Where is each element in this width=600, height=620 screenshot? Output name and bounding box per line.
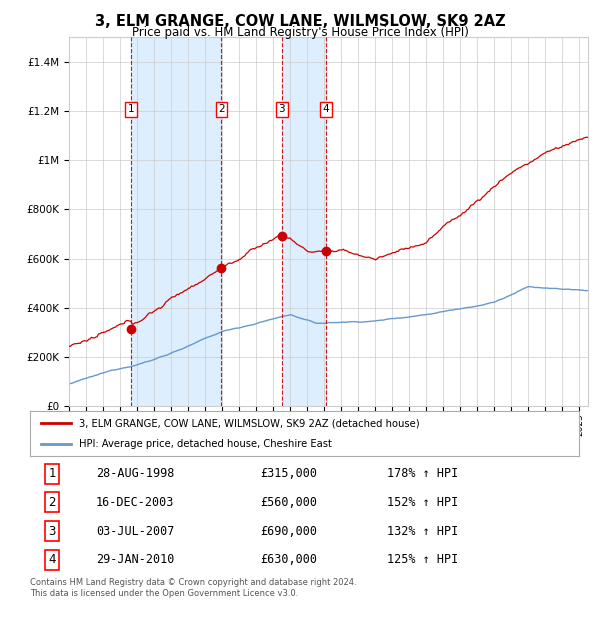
Text: 03-JUL-2007: 03-JUL-2007 — [96, 525, 174, 538]
Text: 16-DEC-2003: 16-DEC-2003 — [96, 496, 174, 509]
Text: £560,000: £560,000 — [260, 496, 317, 509]
Text: 3: 3 — [278, 104, 285, 114]
Text: 1: 1 — [48, 467, 56, 481]
Text: Contains HM Land Registry data © Crown copyright and database right 2024.: Contains HM Land Registry data © Crown c… — [30, 578, 356, 587]
Text: 132% ↑ HPI: 132% ↑ HPI — [387, 525, 458, 538]
Text: 28-AUG-1998: 28-AUG-1998 — [96, 467, 174, 481]
Text: 3, ELM GRANGE, COW LANE, WILMSLOW, SK9 2AZ: 3, ELM GRANGE, COW LANE, WILMSLOW, SK9 2… — [95, 14, 505, 29]
Text: 29-JAN-2010: 29-JAN-2010 — [96, 553, 174, 566]
Text: HPI: Average price, detached house, Cheshire East: HPI: Average price, detached house, Ches… — [79, 438, 332, 449]
Text: 178% ↑ HPI: 178% ↑ HPI — [387, 467, 458, 481]
Bar — [131, 37, 221, 406]
Text: Price paid vs. HM Land Registry's House Price Index (HPI): Price paid vs. HM Land Registry's House … — [131, 26, 469, 39]
Text: 1: 1 — [128, 104, 134, 114]
Text: 2: 2 — [48, 496, 56, 509]
Text: £315,000: £315,000 — [260, 467, 317, 481]
Text: £630,000: £630,000 — [260, 553, 317, 566]
Text: This data is licensed under the Open Government Licence v3.0.: This data is licensed under the Open Gov… — [30, 589, 298, 598]
Text: 2: 2 — [218, 104, 225, 114]
Text: 3: 3 — [48, 525, 56, 538]
Text: 125% ↑ HPI: 125% ↑ HPI — [387, 553, 458, 566]
Text: 152% ↑ HPI: 152% ↑ HPI — [387, 496, 458, 509]
Bar — [282, 37, 326, 406]
Text: 4: 4 — [322, 104, 329, 114]
Text: £690,000: £690,000 — [260, 525, 317, 538]
Text: 3, ELM GRANGE, COW LANE, WILMSLOW, SK9 2AZ (detached house): 3, ELM GRANGE, COW LANE, WILMSLOW, SK9 2… — [79, 418, 420, 428]
Text: 4: 4 — [48, 553, 56, 566]
